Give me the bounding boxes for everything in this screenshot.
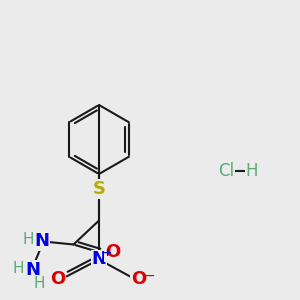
Text: O: O <box>131 270 146 288</box>
Text: S: S <box>92 180 106 198</box>
Text: +: + <box>103 248 112 258</box>
Text: −: − <box>144 269 155 283</box>
Text: O: O <box>50 270 65 288</box>
Text: Cl: Cl <box>218 162 235 180</box>
Text: N: N <box>92 250 106 268</box>
Text: H: H <box>246 162 258 180</box>
Text: H: H <box>22 232 34 247</box>
Text: H: H <box>34 276 45 291</box>
Text: N: N <box>34 232 50 250</box>
Text: O: O <box>105 243 120 261</box>
Text: N: N <box>26 261 40 279</box>
Text: H: H <box>13 261 24 276</box>
